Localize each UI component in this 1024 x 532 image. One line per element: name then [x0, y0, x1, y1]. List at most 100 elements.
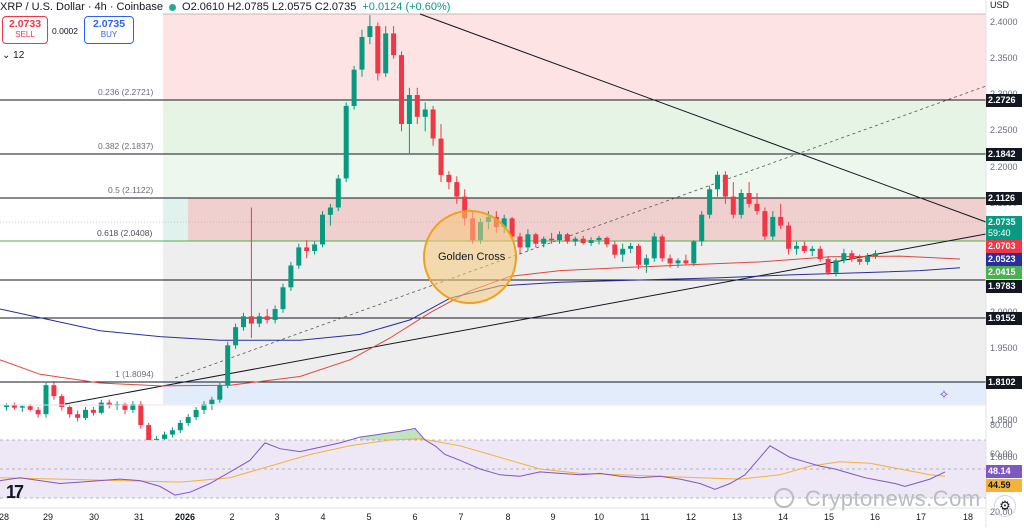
candle [399, 51, 404, 132]
bar-countdown: 59:40 [988, 228, 1011, 238]
candle [533, 232, 539, 248]
indicator-count-toggle[interactable]: ⌄ 12 [2, 50, 24, 61]
candle [335, 174, 341, 212]
candle-body [446, 174, 452, 183]
price-tick: 2.0000 [990, 307, 1018, 317]
candle [628, 243, 634, 254]
candle-body [304, 247, 310, 251]
sell-price: 2.0733 [8, 18, 42, 30]
candle [770, 211, 776, 241]
time-tick: 10 [593, 512, 605, 522]
candle-body [383, 33, 389, 74]
candle-body [580, 238, 586, 244]
candle [209, 396, 215, 410]
candle [746, 182, 752, 208]
candle-body [588, 240, 594, 243]
candle [256, 312, 262, 328]
candle-body [667, 258, 673, 264]
candle [4, 403, 9, 411]
candle-body [801, 245, 807, 251]
candle-body [256, 316, 262, 324]
magic-wand-icon[interactable]: ✧ [938, 387, 950, 402]
currency-label[interactable]: USD [990, 0, 1010, 10]
candle [59, 393, 65, 411]
time-tick: 3 [274, 512, 280, 522]
candle [612, 241, 618, 259]
candle [564, 232, 570, 244]
candle [715, 171, 720, 197]
candle-body [762, 211, 768, 237]
buy-button[interactable]: 2.0735 BUY [84, 16, 134, 44]
candle [327, 203, 333, 226]
candle-body [11, 405, 17, 408]
candle-body [138, 404, 144, 426]
fib-zone-bottom [163, 382, 986, 404]
candle-body [83, 409, 88, 418]
candle-body [754, 203, 760, 212]
rsi-lines [0, 427, 946, 496]
spread-value: 0.0002 [52, 26, 78, 36]
candle-body [738, 193, 744, 215]
candle [193, 407, 199, 420]
candle [659, 234, 665, 262]
price-tick: 1.9500 [990, 342, 1018, 353]
candle-body [75, 414, 81, 418]
candle [572, 236, 578, 246]
fib-label-0236: 0.236 (2.2721) [98, 87, 154, 97]
price-tick: 2.2000 [990, 161, 1018, 172]
cryptonews-logo-icon [774, 488, 794, 508]
candle [35, 407, 41, 418]
fib-label-1: 1 (1.8094) [115, 369, 154, 379]
candle [233, 323, 239, 349]
candle [517, 232, 523, 255]
candle-body [177, 422, 183, 431]
candle [122, 402, 128, 415]
candle [264, 309, 270, 324]
candle-body [122, 404, 128, 410]
candle [707, 185, 713, 219]
rsi-ma-line [0, 438, 946, 483]
candle [833, 258, 839, 277]
candle-body [809, 248, 815, 251]
candle [130, 401, 136, 413]
descending-trendline [419, 13, 987, 223]
candle-body [643, 258, 649, 265]
candle [762, 207, 768, 241]
tag-fib-0618: 2.0415 [986, 266, 1022, 279]
candle-body [596, 237, 602, 241]
candle-body [359, 37, 365, 70]
candle-body [659, 236, 665, 259]
candle-body [746, 193, 752, 204]
candle-body [162, 434, 167, 439]
candle [241, 312, 246, 331]
candle [786, 222, 792, 255]
candle-body [327, 207, 333, 215]
candle [817, 245, 823, 262]
sell-button[interactable]: 2.0733 SELL [2, 16, 48, 44]
candle-body [533, 234, 539, 244]
candle [754, 193, 760, 215]
fib-zone-top [163, 14, 986, 100]
tag-2-1842: 2.1842 [986, 148, 1022, 161]
candle-body [414, 95, 420, 117]
candle-body [35, 409, 41, 415]
candle-body [865, 256, 871, 262]
candle-body [422, 109, 428, 117]
time-tick: 2 [229, 512, 235, 522]
gear-icon[interactable]: ⚙ [994, 495, 1016, 517]
candle [391, 26, 397, 59]
candle-body [825, 259, 831, 273]
candle-body [43, 385, 49, 415]
candle [809, 245, 815, 257]
candle [248, 207, 254, 338]
candle-body [90, 409, 96, 413]
symbol-title[interactable]: XRP / U.S. Dollar · 4h · Coinbase [0, 1, 164, 13]
candle [43, 381, 49, 418]
candle-body [525, 234, 531, 248]
candle [722, 171, 728, 204]
time-tick: 6 [412, 512, 418, 522]
tradingview-logo[interactable]: 17 [6, 482, 24, 502]
candle-body [430, 109, 436, 139]
